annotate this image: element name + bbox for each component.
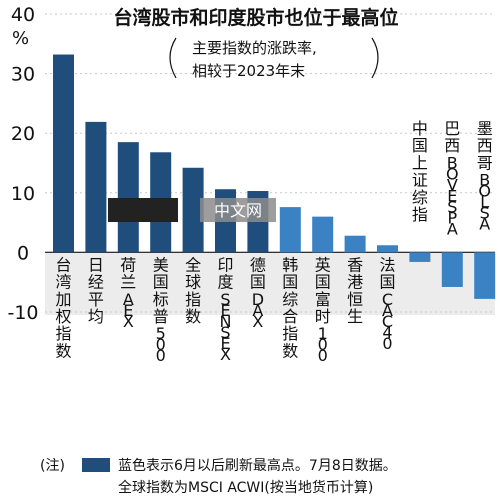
y-tick-label: -10 [7,302,38,324]
subtitle-right-bracket [371,37,379,79]
category-label: 美国标普 5 0 0 [153,255,169,365]
bar [409,252,431,262]
category-label: 台湾加权指数 [55,255,71,360]
y-tick-label: 10 [11,183,35,205]
y-tick-label: 20 [11,123,35,145]
bar [182,167,204,253]
chart-subtitle-line-2: 相较于2023年末 [192,62,305,80]
legend-label: 蓝色表示6月以后刷新最高点。7月8日数据。 [118,457,397,474]
category-label: 巴西 B O V E S P A [444,119,460,238]
bar [377,245,398,253]
bar [441,252,463,287]
bar [474,252,496,299]
bar [85,121,107,253]
category-label: 香港恒生 [347,255,363,326]
category-label: 英国富时 1 0 0 [315,255,331,365]
category-label: 印度 S E N S E X [217,255,233,363]
y-tick-label: 30 [11,64,35,86]
category-label: 韩国综合指数 [282,255,298,360]
category-label: 中国上证综指 [412,119,428,224]
watermark-logo [108,198,178,222]
y-tick-labels: -10 0 10 20 30 40 [7,4,38,324]
legend: (注) 蓝色表示6月以后刷新最高点。7月8日数据。 全球指数为MSCI ACWI… [40,457,397,496]
legend-swatch [82,458,110,472]
bar [53,54,74,253]
watermark-badge [200,198,276,222]
bar [312,216,334,253]
note-prefix: (注) [40,458,65,474]
watermark: 中文网 [108,198,276,222]
bar [344,235,366,253]
footnote: 全球指数为MSCI ACWI(按当地货币计算) [118,479,373,496]
bar [279,207,301,253]
category-label: 法国 C A C 4 0 [379,255,395,352]
y-tick-label: 0 [17,242,29,264]
chart-title: 台湾股市和印度股市也位于最高位 [113,6,398,29]
category-label: 全球指数 [185,255,201,326]
chart-subtitle-line-1: 主要指数的涨跌率, [192,39,317,57]
y-tick-label: 40 [11,4,35,26]
bar [117,142,139,253]
category-label: 德国 D A X [250,255,266,330]
category-label: 荷兰 A E X [120,255,136,330]
watermark-text: 中文网 [214,201,262,220]
category-label: 日经平均 [88,255,104,326]
category-label: 墨西哥 B O L S A [477,119,493,234]
y-unit-label: % [12,28,29,49]
subtitle-left-bracket [169,37,177,79]
